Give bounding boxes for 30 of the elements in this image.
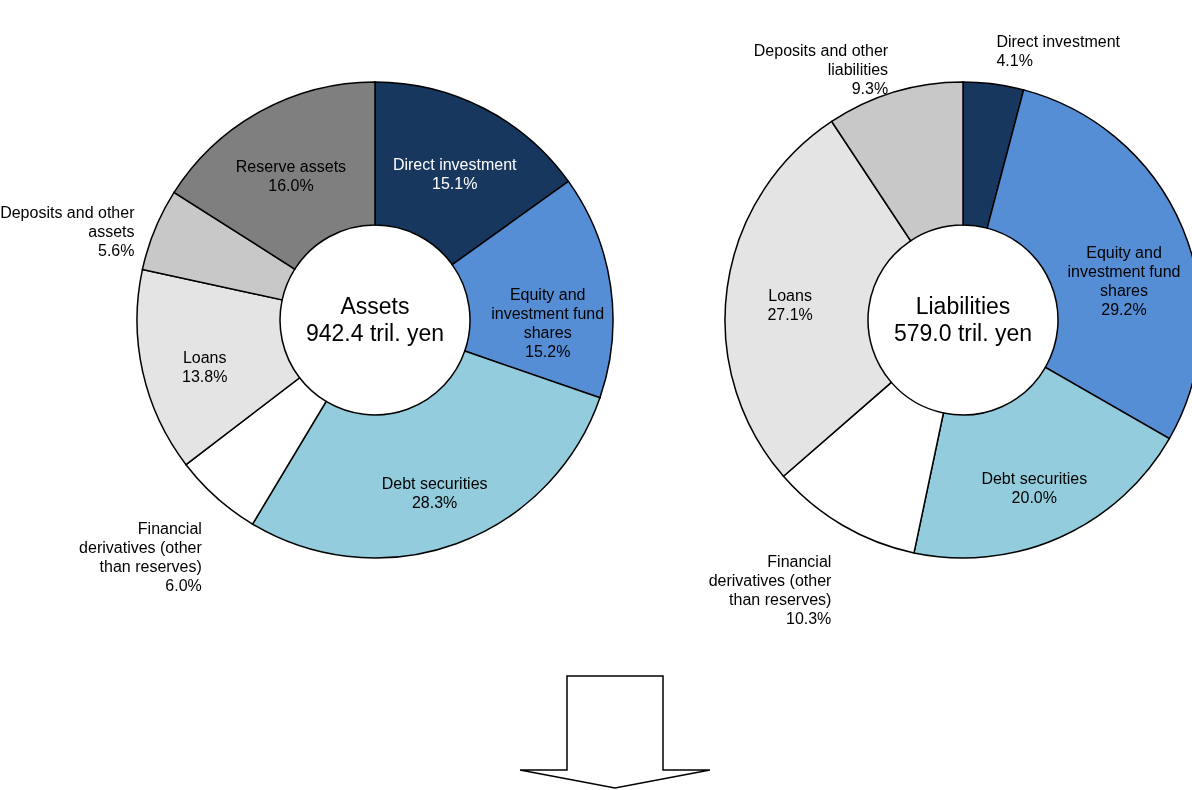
data-label: 28.3% [411,494,458,511]
data-label: 6.0% [165,577,202,595]
slice-label: Financial derivatives (other than reserves) [708,553,833,609]
data-label: 15.2% [524,342,571,360]
data-label: 20.0% [1011,489,1057,507]
text: Liabilities [915,293,1011,319]
slice-label: Equity and investment fund shares [491,285,605,341]
slice-label: Debt securities [981,470,1088,488]
slice-label: Financial derivatives (other than reserves) [79,520,203,576]
data-label: 27.1% [767,306,813,324]
slice-label: Direct investment [392,155,518,173]
text: Assets [340,293,410,319]
data-label: 29.2% [1101,300,1147,318]
slice-label: Loans [182,349,227,367]
data-label: 15.1% [432,174,478,192]
data-label: 4.1% [996,51,1033,69]
data-label: 10.3% [785,610,832,628]
slice-label: Deposits and other assets [0,204,136,241]
slice-label: Direct investment [996,32,1121,50]
data-label: 13.8% [182,368,228,386]
slice-label: Deposits and other liabilities [753,42,889,79]
data-label: 16.0% [268,177,314,195]
slice-label: Reserve assets [235,158,347,176]
slice-label: Debt securities [381,475,488,492]
data-label: 5.6% [98,242,135,260]
slice-label: Loans [768,287,812,305]
text: 942.4 tril. yen [305,320,445,346]
slice-label: Equity and investment fund shares [1067,243,1181,299]
data-label: 9.3% [851,80,889,98]
text: 579.0 tril. yen [893,320,1033,346]
